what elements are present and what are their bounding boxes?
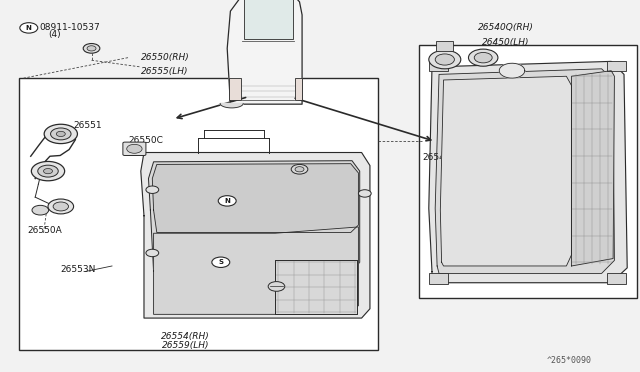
Polygon shape <box>435 69 614 273</box>
Bar <box>275 260 357 314</box>
Bar <box>275 260 357 314</box>
Text: 26540J: 26540J <box>515 97 547 106</box>
Circle shape <box>212 257 230 267</box>
Text: 26550C: 26550C <box>128 136 163 145</box>
Circle shape <box>291 164 308 174</box>
Circle shape <box>38 165 58 177</box>
Circle shape <box>146 249 159 257</box>
Circle shape <box>48 199 74 214</box>
Text: 26551: 26551 <box>74 121 102 130</box>
Circle shape <box>429 50 461 69</box>
Text: 26554(RH): 26554(RH) <box>161 331 210 340</box>
Bar <box>607 61 626 71</box>
Circle shape <box>44 169 52 174</box>
Bar <box>436 41 453 51</box>
Circle shape <box>44 124 77 144</box>
Polygon shape <box>148 161 360 272</box>
Text: (4): (4) <box>246 203 259 212</box>
Circle shape <box>268 282 285 291</box>
Text: N: N <box>224 198 230 204</box>
Polygon shape <box>499 63 525 78</box>
Text: 26550A: 26550A <box>27 225 61 234</box>
Text: 08510-5125A: 08510-5125A <box>232 258 292 267</box>
Bar <box>429 61 448 71</box>
Polygon shape <box>141 153 370 318</box>
Circle shape <box>53 202 68 211</box>
Text: 26553N: 26553N <box>61 264 96 273</box>
Text: ^265*0090: ^265*0090 <box>547 356 592 365</box>
Circle shape <box>358 190 371 197</box>
Circle shape <box>295 167 304 172</box>
Text: (4): (4) <box>48 30 61 39</box>
Circle shape <box>127 144 142 153</box>
Polygon shape <box>572 71 614 266</box>
Text: (6): (6) <box>240 264 253 273</box>
Bar <box>429 273 448 284</box>
Polygon shape <box>152 164 358 232</box>
Text: 26550(RH): 26550(RH) <box>141 52 189 61</box>
Text: 08911-20647: 08911-20647 <box>238 196 299 205</box>
Polygon shape <box>154 227 358 314</box>
Text: 08911-10537: 08911-10537 <box>40 23 100 32</box>
Circle shape <box>474 52 492 63</box>
FancyBboxPatch shape <box>123 142 146 155</box>
Circle shape <box>468 49 498 66</box>
Text: N: N <box>26 25 32 31</box>
Text: 26543M-: 26543M- <box>422 153 462 162</box>
Circle shape <box>32 205 49 215</box>
Polygon shape <box>429 61 627 283</box>
Bar <box>229 78 241 100</box>
Text: 26559(LH): 26559(LH) <box>162 341 209 350</box>
Circle shape <box>87 46 96 51</box>
Bar <box>244 0 293 39</box>
Bar <box>419 45 637 298</box>
Circle shape <box>20 23 38 33</box>
Text: 26540Q(RH): 26540Q(RH) <box>477 23 534 32</box>
Circle shape <box>56 131 65 137</box>
Text: 26555(LH): 26555(LH) <box>141 67 188 76</box>
Bar <box>19 78 378 350</box>
Polygon shape <box>220 103 243 108</box>
Circle shape <box>435 54 454 65</box>
Circle shape <box>51 128 71 140</box>
Circle shape <box>31 161 65 181</box>
Text: 26450(LH): 26450(LH) <box>482 38 529 46</box>
Circle shape <box>218 196 236 206</box>
Bar <box>295 78 302 100</box>
Circle shape <box>146 186 159 193</box>
Bar <box>607 273 626 284</box>
Circle shape <box>83 44 100 53</box>
Text: S: S <box>218 259 223 265</box>
Polygon shape <box>227 0 302 104</box>
Polygon shape <box>440 76 572 266</box>
